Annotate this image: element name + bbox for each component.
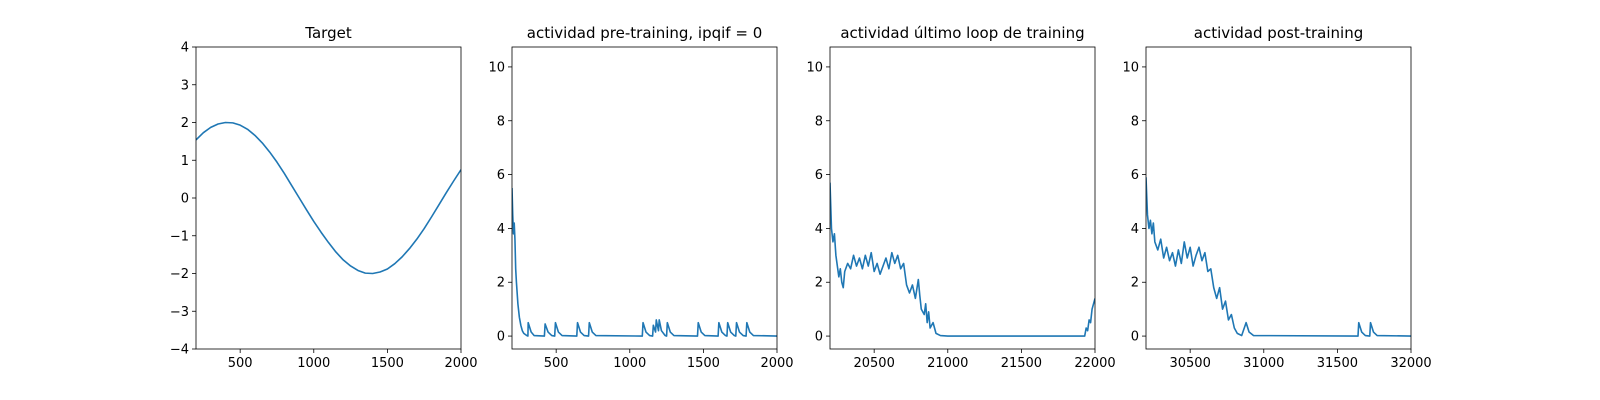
y-tick-label: 6 [497, 168, 505, 183]
x-tick-label: 2000 [760, 356, 793, 371]
axes-frame [195, 46, 462, 350]
x-tick-label: 21000 [927, 356, 968, 371]
subplot: actividad post-training 30500 31000 31500 32… [1122, 24, 1431, 371]
y-tick-label: 4 [181, 41, 189, 56]
axes-frame [1145, 46, 1412, 350]
y-tick-label: 10 [806, 60, 823, 75]
y-tick-label: 8 [1131, 114, 1139, 129]
axes-frame [829, 46, 1096, 350]
x-tick-label: 1000 [297, 356, 330, 371]
x-tick-label: 31500 [1317, 356, 1358, 371]
x-tick-label: 2000 [444, 356, 477, 371]
y-tick-label: 2 [497, 276, 505, 291]
x-tick-label: 32000 [1390, 356, 1431, 371]
x-tick-label: 500 [228, 356, 253, 371]
x-tick-label: 1500 [687, 356, 720, 371]
data-line [830, 182, 1095, 337]
x-tick-label: 22000 [1074, 356, 1115, 371]
x-tick-label: 20500 [853, 356, 894, 371]
y-tick-label: 4 [815, 222, 823, 237]
y-tick-label: −1 [170, 229, 189, 244]
subplot: actividad pre-training, ipqif = 0 500 1000… [488, 24, 793, 371]
y-tick-label: 0 [497, 330, 505, 345]
y-tick-label: 0 [1131, 330, 1139, 345]
y-tick-label: 8 [497, 114, 505, 129]
subplot: Target 500 1000 1500 2000 −4 −3 −2 −1 0 1 2 3 4 [170, 24, 478, 371]
axes-frame [511, 46, 778, 350]
y-tick-label: 0 [815, 330, 823, 345]
subplot-title: Target [304, 24, 352, 42]
y-tick-label: 0 [181, 192, 189, 207]
x-tick-label: 31000 [1243, 356, 1284, 371]
y-tick-label: −3 [170, 305, 189, 320]
y-tick-label: 8 [815, 114, 823, 129]
x-tick-label: 500 [544, 356, 569, 371]
x-tick-label: 1500 [371, 356, 404, 371]
y-tick-label: 1 [181, 154, 189, 169]
subplot-title: actividad post-training [1194, 24, 1363, 42]
y-tick-label: −2 [170, 267, 189, 282]
data-line [196, 121, 461, 275]
x-tick-label: 1000 [613, 356, 646, 371]
subplot-title: actividad pre-training, ipqif = 0 [527, 24, 763, 42]
y-tick-label: 10 [488, 60, 505, 75]
y-tick-label: 3 [181, 78, 189, 93]
x-tick-label: 30500 [1169, 356, 1210, 371]
y-tick-label: 10 [1122, 60, 1139, 75]
x-tick-label: 21500 [1001, 356, 1042, 371]
y-tick-label: 4 [497, 222, 505, 237]
y-tick-label: 6 [1131, 168, 1139, 183]
y-tick-label: 2 [1131, 276, 1139, 291]
data-line [1146, 177, 1411, 337]
y-tick-label: 4 [1131, 222, 1139, 237]
y-tick-label: 2 [181, 116, 189, 131]
y-tick-label: 2 [815, 276, 823, 291]
data-line [512, 188, 777, 337]
subplot-title: actividad último loop de training [840, 24, 1084, 42]
y-tick-label: −4 [170, 343, 189, 358]
y-tick-label: 6 [815, 168, 823, 183]
